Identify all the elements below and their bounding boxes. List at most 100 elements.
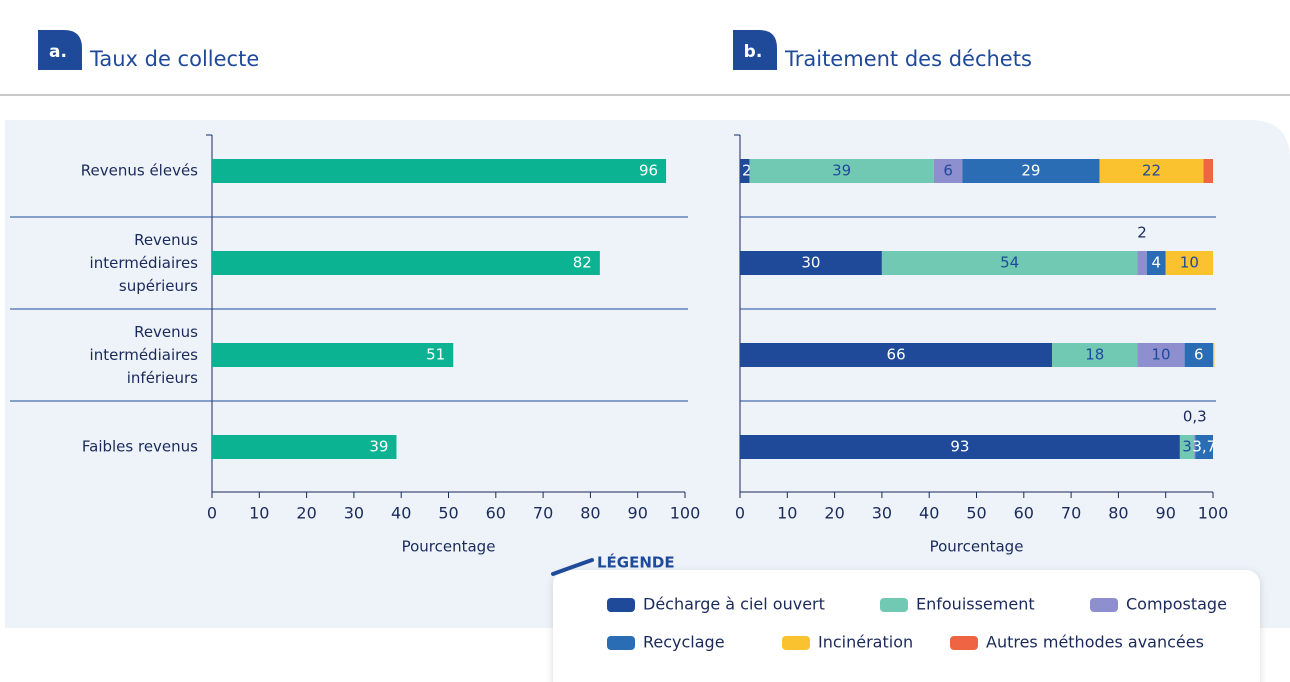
x-tick-label: 80 — [580, 504, 600, 523]
x-tick-label: 40 — [919, 504, 939, 523]
value-label: 6 — [1194, 346, 1204, 364]
legend-swatch — [880, 598, 908, 612]
bar-segment — [933, 159, 963, 183]
legend-swatch — [782, 636, 810, 650]
x-tick-label: 10 — [777, 504, 797, 523]
bar-segment — [1052, 343, 1138, 367]
bar-segment — [1194, 435, 1196, 459]
chart-title: Taux de collecte — [89, 47, 259, 71]
panel-background — [5, 120, 1290, 628]
bar-segment — [1099, 159, 1204, 183]
value-label: 93 — [950, 438, 969, 456]
x-tick-label: 80 — [1108, 504, 1128, 523]
legend-label: Compostage — [1126, 595, 1227, 614]
value-label: 51 — [426, 346, 445, 364]
bar-segment — [1184, 343, 1213, 367]
x-tick-label: 50 — [438, 504, 458, 523]
x-tick-label: 70 — [1061, 504, 1081, 523]
category-label-line: Revenus — [134, 323, 198, 341]
category-label-line: supérieurs — [119, 277, 198, 295]
bar — [212, 435, 397, 459]
x-tick-label: 100 — [670, 504, 701, 523]
legend-swatch — [950, 636, 978, 650]
value-label: 10 — [1180, 254, 1199, 272]
bar — [212, 159, 667, 183]
value-label: 2 — [1137, 224, 1147, 242]
x-tick-label: 50 — [966, 504, 986, 523]
bar-segment — [962, 159, 1100, 183]
x-tick-label: 90 — [1156, 504, 1176, 523]
x-tick-label: 10 — [249, 504, 269, 523]
bar-segment — [1137, 251, 1147, 275]
category-label-line: intermédiaires — [90, 346, 199, 364]
legend-swatch — [1090, 598, 1118, 612]
value-label: 22 — [1142, 162, 1161, 180]
bar-segment — [740, 251, 882, 275]
bar-segment — [881, 251, 1138, 275]
value-label: 2 — [742, 162, 752, 180]
value-label: 30 — [801, 254, 820, 272]
x-tick-label: 60 — [1014, 504, 1034, 523]
value-label: 66 — [887, 346, 906, 364]
x-tick-label: 20 — [824, 504, 844, 523]
value-label: 82 — [573, 254, 592, 272]
value-label: 18 — [1085, 346, 1104, 364]
value-label: 54 — [1000, 254, 1019, 272]
x-tick-label: 90 — [628, 504, 648, 523]
x-tick-label: 0 — [735, 504, 745, 523]
category-label-line: inférieurs — [127, 369, 198, 387]
x-axis-label: Pourcentage — [930, 538, 1024, 556]
legend-swatch — [607, 598, 635, 612]
category-label: Revenus intermédiaires supérieurs — [90, 231, 199, 295]
x-tick-label: 0 — [207, 504, 217, 523]
value-label: 29 — [1021, 162, 1040, 180]
bar-segment — [1213, 343, 1215, 367]
legend-swatch — [607, 636, 635, 650]
x-axis-label: Pourcentage — [402, 538, 496, 556]
x-tick-label: 40 — [391, 504, 411, 523]
chart-title: Traitement des déchets — [784, 47, 1032, 71]
value-label: 96 — [639, 162, 658, 180]
panel-badge — [733, 30, 777, 70]
legend-label: Enfouissement — [916, 595, 1035, 614]
x-tick-label: 20 — [296, 504, 316, 523]
bar — [212, 251, 600, 275]
legend-label: Autres méthodes avancées — [986, 633, 1204, 652]
category-label: Revenus intermédiaires inférieurs — [90, 323, 199, 387]
bar-segment — [1165, 251, 1213, 275]
bar-segment — [1146, 251, 1166, 275]
bar-segment — [1137, 343, 1185, 367]
x-tick-label: 70 — [533, 504, 553, 523]
panel-label: a. — [49, 42, 67, 62]
x-tick-label: 30 — [344, 504, 364, 523]
legend-label: Recyclage — [643, 633, 725, 652]
category-label-line: Revenus — [134, 231, 198, 249]
x-tick-label: 60 — [486, 504, 506, 523]
panel-badge — [38, 30, 82, 70]
legend-label: Incinération — [818, 633, 913, 652]
category-label-line: intermédiaires — [90, 254, 199, 272]
bar-segment — [749, 159, 934, 183]
bar-segment — [1179, 435, 1195, 459]
value-label: 3 — [1182, 438, 1192, 456]
panel-label: b. — [744, 42, 763, 62]
value-label: 10 — [1151, 346, 1170, 364]
bar-segment — [1195, 435, 1213, 459]
value-label: 39 — [832, 162, 851, 180]
value-label: 0,3 — [1183, 408, 1207, 426]
legend-box — [553, 570, 1260, 682]
value-label: 39 — [369, 438, 388, 456]
bar-segment — [740, 343, 1053, 367]
x-tick-label: 100 — [1198, 504, 1229, 523]
legend-swoosh — [551, 558, 594, 576]
category-label: Revenus élevés — [81, 162, 198, 180]
value-label: 6 — [943, 162, 953, 180]
bar — [212, 343, 454, 367]
legend-title: LÉGENDE — [597, 553, 675, 572]
category-label: Faibles revenus — [82, 438, 198, 456]
value-label: 3,7 — [1192, 438, 1216, 456]
value-label: 4 — [1151, 254, 1161, 272]
legend-label: Décharge à ciel ouvert — [643, 595, 825, 614]
